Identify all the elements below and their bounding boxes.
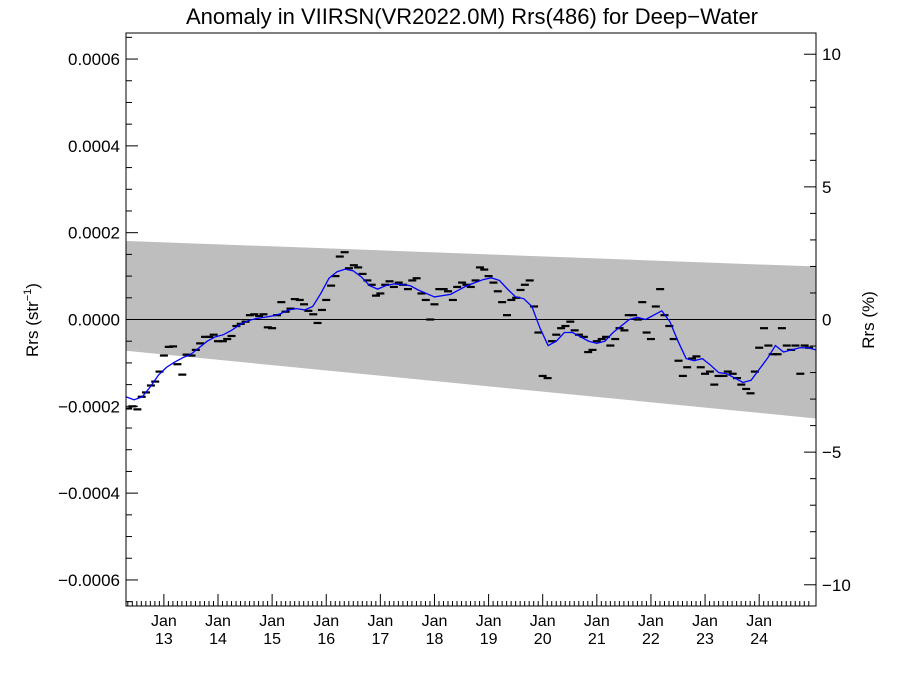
y2-tick-label-2: 0	[822, 311, 831, 330]
x-tick-year-2: 15	[263, 631, 281, 648]
x-tick-month-10: Jan	[692, 613, 718, 630]
right-axis-ticks: 10 5 0 −5 −10	[804, 45, 851, 595]
x-tick-year-11: 24	[750, 631, 768, 648]
x-tick-year-3: 16	[317, 631, 335, 648]
left-axis-title: Rrs (str−1)	[22, 283, 42, 357]
chart-title: Anomaly in VIIRSN(VR2022.0M) Rrs(486) fo…	[186, 4, 758, 29]
y-tick-label-1: 0.0004	[68, 137, 120, 156]
x-tick-month-5: Jan	[422, 613, 448, 630]
x-tick-month-0: Jan	[151, 613, 177, 630]
y2-tick-label-1: 5	[822, 178, 831, 197]
y2-tick-label-3: −5	[822, 443, 841, 462]
smoothed-line	[126, 268, 816, 401]
x-tick-year-9: 22	[642, 631, 660, 648]
y-tick-label-0: 0.0006	[68, 50, 120, 69]
x-tick-year-10: 23	[696, 631, 714, 648]
x-tick-month-6: Jan	[476, 613, 502, 630]
x-tick-year-6: 19	[480, 631, 498, 648]
y-tick-label-3: 0.0000	[68, 311, 120, 330]
x-tick-month-4: Jan	[367, 613, 393, 630]
left-axis-ticks: 0.0006 0.0004 0.0002 0.0000 −0.0002 −0.0004 −0…	[58, 36, 138, 603]
right-axis-title: Rrs (%)	[859, 291, 878, 349]
y2-tick-label-4: −10	[822, 576, 851, 595]
x-tick-year-0: 13	[155, 631, 173, 648]
y-tick-label-6: −0.0006	[58, 571, 120, 590]
y2-tick-label-0: 10	[822, 45, 841, 64]
uncertainty-band-group	[126, 240, 816, 419]
x-axis-ticks: Jan13Jan14Jan15Jan16Jan17Jan18Jan19Jan20…	[127, 594, 810, 648]
x-tick-month-3: Jan	[313, 613, 339, 630]
x-tick-year-8: 21	[588, 631, 606, 648]
left-axis-title-main: Rrs (str	[23, 301, 42, 357]
x-tick-year-4: 17	[371, 631, 389, 648]
x-tick-month-7: Jan	[530, 613, 556, 630]
y-tick-label-2: 0.0002	[68, 224, 120, 243]
x-tick-month-11: Jan	[746, 613, 772, 630]
y-tick-label-5: −0.0004	[58, 484, 120, 503]
x-tick-month-9: Jan	[638, 613, 664, 630]
x-tick-year-5: 18	[426, 631, 444, 648]
x-tick-year-7: 20	[534, 631, 552, 648]
x-tick-year-1: 14	[209, 631, 227, 648]
uncertainty-band	[126, 240, 816, 419]
x-tick-month-8: Jan	[584, 613, 610, 630]
smoothed-line-group	[126, 268, 816, 401]
y-tick-label-4: −0.0002	[58, 397, 120, 416]
left-axis-title-close: )	[23, 283, 42, 289]
x-tick-month-1: Jan	[205, 613, 231, 630]
x-tick-month-2: Jan	[259, 613, 285, 630]
left-axis-title-sup: −1	[22, 289, 34, 302]
